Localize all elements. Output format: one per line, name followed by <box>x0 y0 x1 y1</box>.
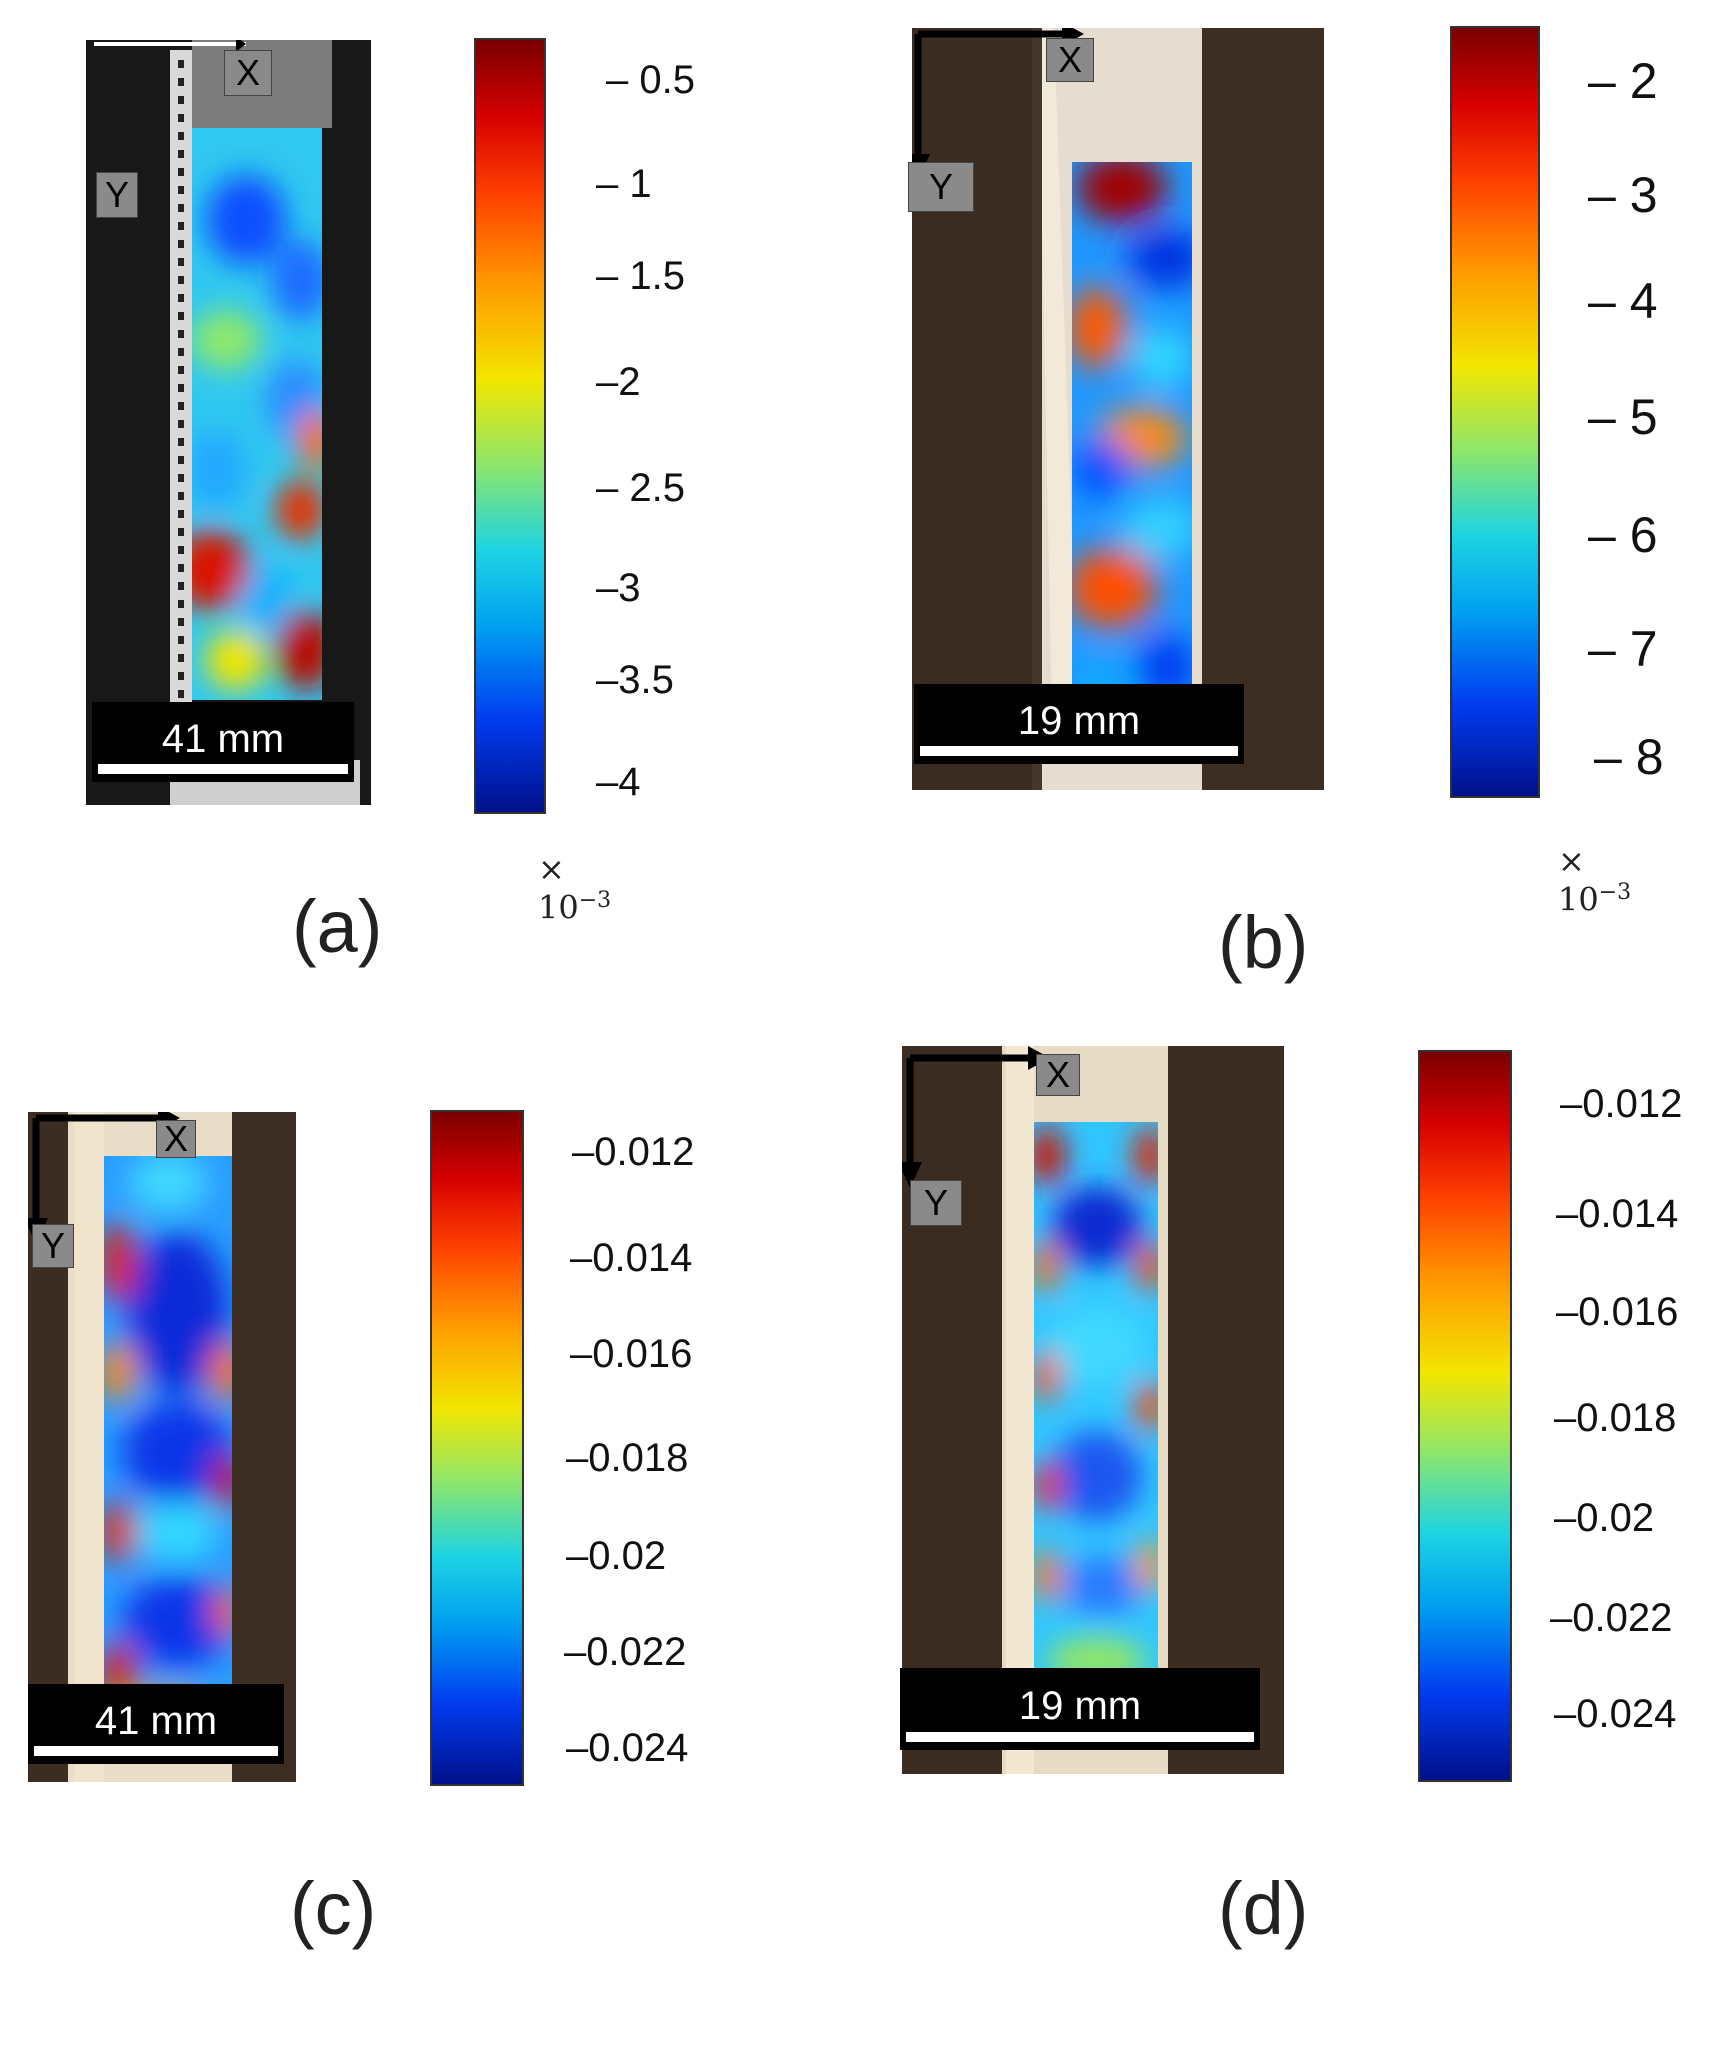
scale-bar-line-d <box>906 1732 1254 1742</box>
colorbar-tick-d: –0.014 <box>1556 1192 1679 1236</box>
colorbar-tick-a: – 0.5 <box>606 58 695 102</box>
colorbar-tick-c: –0.02 <box>566 1534 667 1578</box>
scale-bar-label-c: 41 mm <box>94 1699 218 1743</box>
colorbar-tick-a: –4 <box>596 760 641 804</box>
colorbar-tick-c: –0.018 <box>566 1436 689 1480</box>
y-axis-label-c: Y <box>32 1224 74 1268</box>
colorbar-tick-c: –0.022 <box>564 1630 687 1674</box>
colorbar-tick-c: –0.024 <box>566 1726 689 1770</box>
colorbar-tick-b: – 3 <box>1588 167 1658 223</box>
colorbar-tick-d: –0.02 <box>1554 1496 1655 1540</box>
scale-bar-c: 41 mm <box>28 1684 284 1764</box>
colorbar-tick-c: –0.012 <box>572 1130 695 1174</box>
strain-map-b <box>912 28 1324 790</box>
scale-bar-label-d: 19 mm <box>1018 1684 1142 1728</box>
strain-map-a <box>86 40 371 805</box>
colorbar-tick-d: –0.012 <box>1560 1082 1683 1126</box>
colorbar-tick-a: –3 <box>596 566 641 610</box>
caption-a: (a) <box>292 885 383 968</box>
colorbar-tick-b: – 8 <box>1594 729 1664 785</box>
colorbar-tick-b: – 5 <box>1588 389 1658 445</box>
scale-bar-label-b: 19 mm <box>1017 699 1141 743</box>
scale-bar-line-b <box>920 746 1238 756</box>
scale-bar-b: 19 mm <box>914 684 1244 764</box>
x-axis-label-c: X <box>156 1118 196 1159</box>
y-axis-label-d: Y <box>910 1180 962 1226</box>
colorbar-tick-d: –0.016 <box>1556 1290 1679 1334</box>
colorbar-tick-b: – 7 <box>1588 621 1658 677</box>
colorbar-d <box>1418 1050 1512 1782</box>
y-axis-label-b: Y <box>908 162 974 212</box>
colorbar-tick-c: –0.014 <box>570 1236 693 1280</box>
y-axis-label-a: Y <box>96 172 138 218</box>
colorbar-tick-b: – 6 <box>1588 507 1658 563</box>
scale-bar-line-a <box>98 764 348 774</box>
colorbar-tick-c: –0.016 <box>570 1332 693 1376</box>
colorbar-tick-a: – 1.5 <box>596 254 685 298</box>
colorbar-b <box>1450 26 1540 798</box>
colorbar-tick-a: – 2.5 <box>596 466 685 510</box>
specimen-photo-a <box>86 40 371 805</box>
colorbar-tick-a: –3.5 <box>596 658 674 702</box>
colorbar-tick-d: –0.022 <box>1550 1596 1673 1640</box>
caption-d: (d) <box>1218 1867 1309 1950</box>
colorbar-tick-d: –0.018 <box>1554 1396 1677 1440</box>
x-axis-label-b: X <box>1046 38 1094 82</box>
colorbar-tick-b: – 4 <box>1588 273 1658 329</box>
specimen-photo-b <box>912 28 1324 790</box>
specimen-photo-d <box>902 1046 1284 1774</box>
colorbar-tick-d: –0.024 <box>1554 1692 1677 1736</box>
colorbar-tick-b: – 2 <box>1588 53 1658 109</box>
colorbar-tick-a: – 1 <box>596 162 652 206</box>
colorbar-tick-a: –2 <box>596 360 641 404</box>
specimen-photo-c <box>28 1112 296 1782</box>
colorbar-a <box>474 38 546 814</box>
scale-bar-line-c <box>34 1746 278 1756</box>
scale-bar-label-a: 41 mm <box>161 717 285 761</box>
x-axis-label-d: X <box>1036 1054 1080 1096</box>
strain-map-c <box>28 1112 296 1782</box>
caption-b: (b) <box>1218 901 1309 984</box>
colorbar-exponent-b: × 10−3 <box>1558 842 1632 919</box>
caption-c: (c) <box>290 1867 377 1950</box>
scale-bar-a: 41 mm <box>92 702 354 782</box>
x-axis-label-a: X <box>224 50 272 96</box>
scale-bar-d: 19 mm <box>900 1668 1260 1750</box>
strain-map-d <box>902 1046 1284 1774</box>
colorbar-exponent-a: × 10−3 <box>538 850 612 927</box>
colorbar-c <box>430 1110 524 1786</box>
